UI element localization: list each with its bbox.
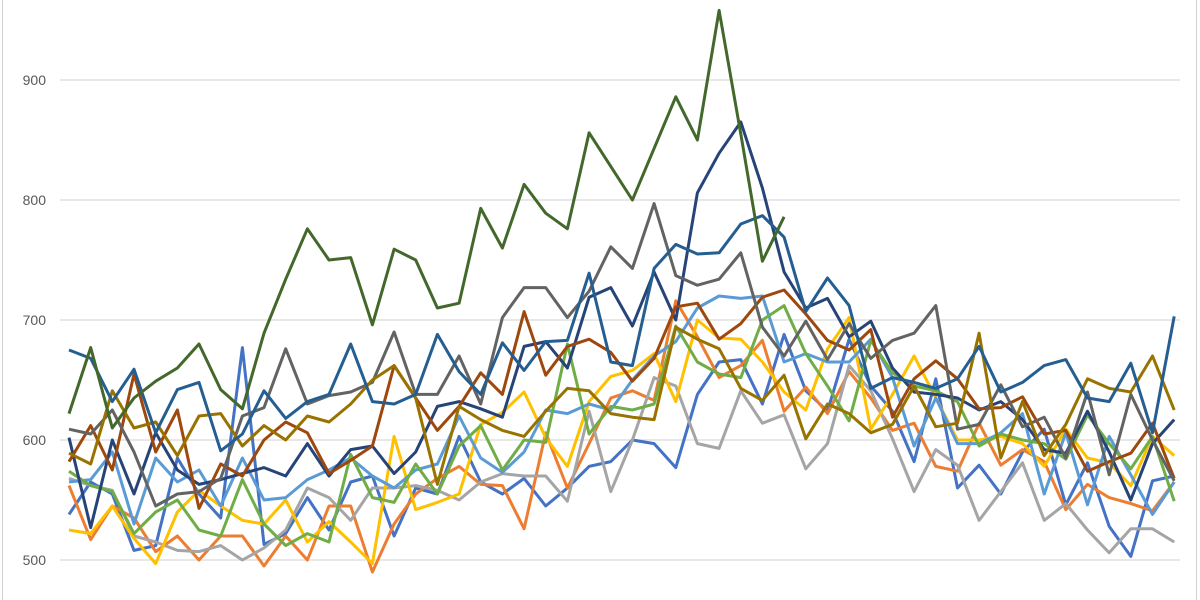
series-lines xyxy=(67,8,1176,574)
series-line-11 xyxy=(68,214,1176,453)
y-axis-tick-labels: 500 600 700 800 900 xyxy=(23,72,47,568)
y-tick-label: 900 xyxy=(23,72,47,88)
y-tick-label: 600 xyxy=(23,432,47,448)
y-tick-label: 800 xyxy=(23,192,47,208)
series-line-12 xyxy=(67,8,786,430)
y-tick-label: 500 xyxy=(23,552,47,568)
series-line-1 xyxy=(67,332,1175,558)
series-line-3 xyxy=(68,364,1175,562)
series-line-5 xyxy=(68,294,1176,526)
gridlines xyxy=(60,79,1180,561)
series-line-6 xyxy=(68,304,1176,548)
series-line-10 xyxy=(68,325,1176,486)
series-line-8 xyxy=(67,288,1176,510)
y-tick-label: 700 xyxy=(23,312,47,328)
